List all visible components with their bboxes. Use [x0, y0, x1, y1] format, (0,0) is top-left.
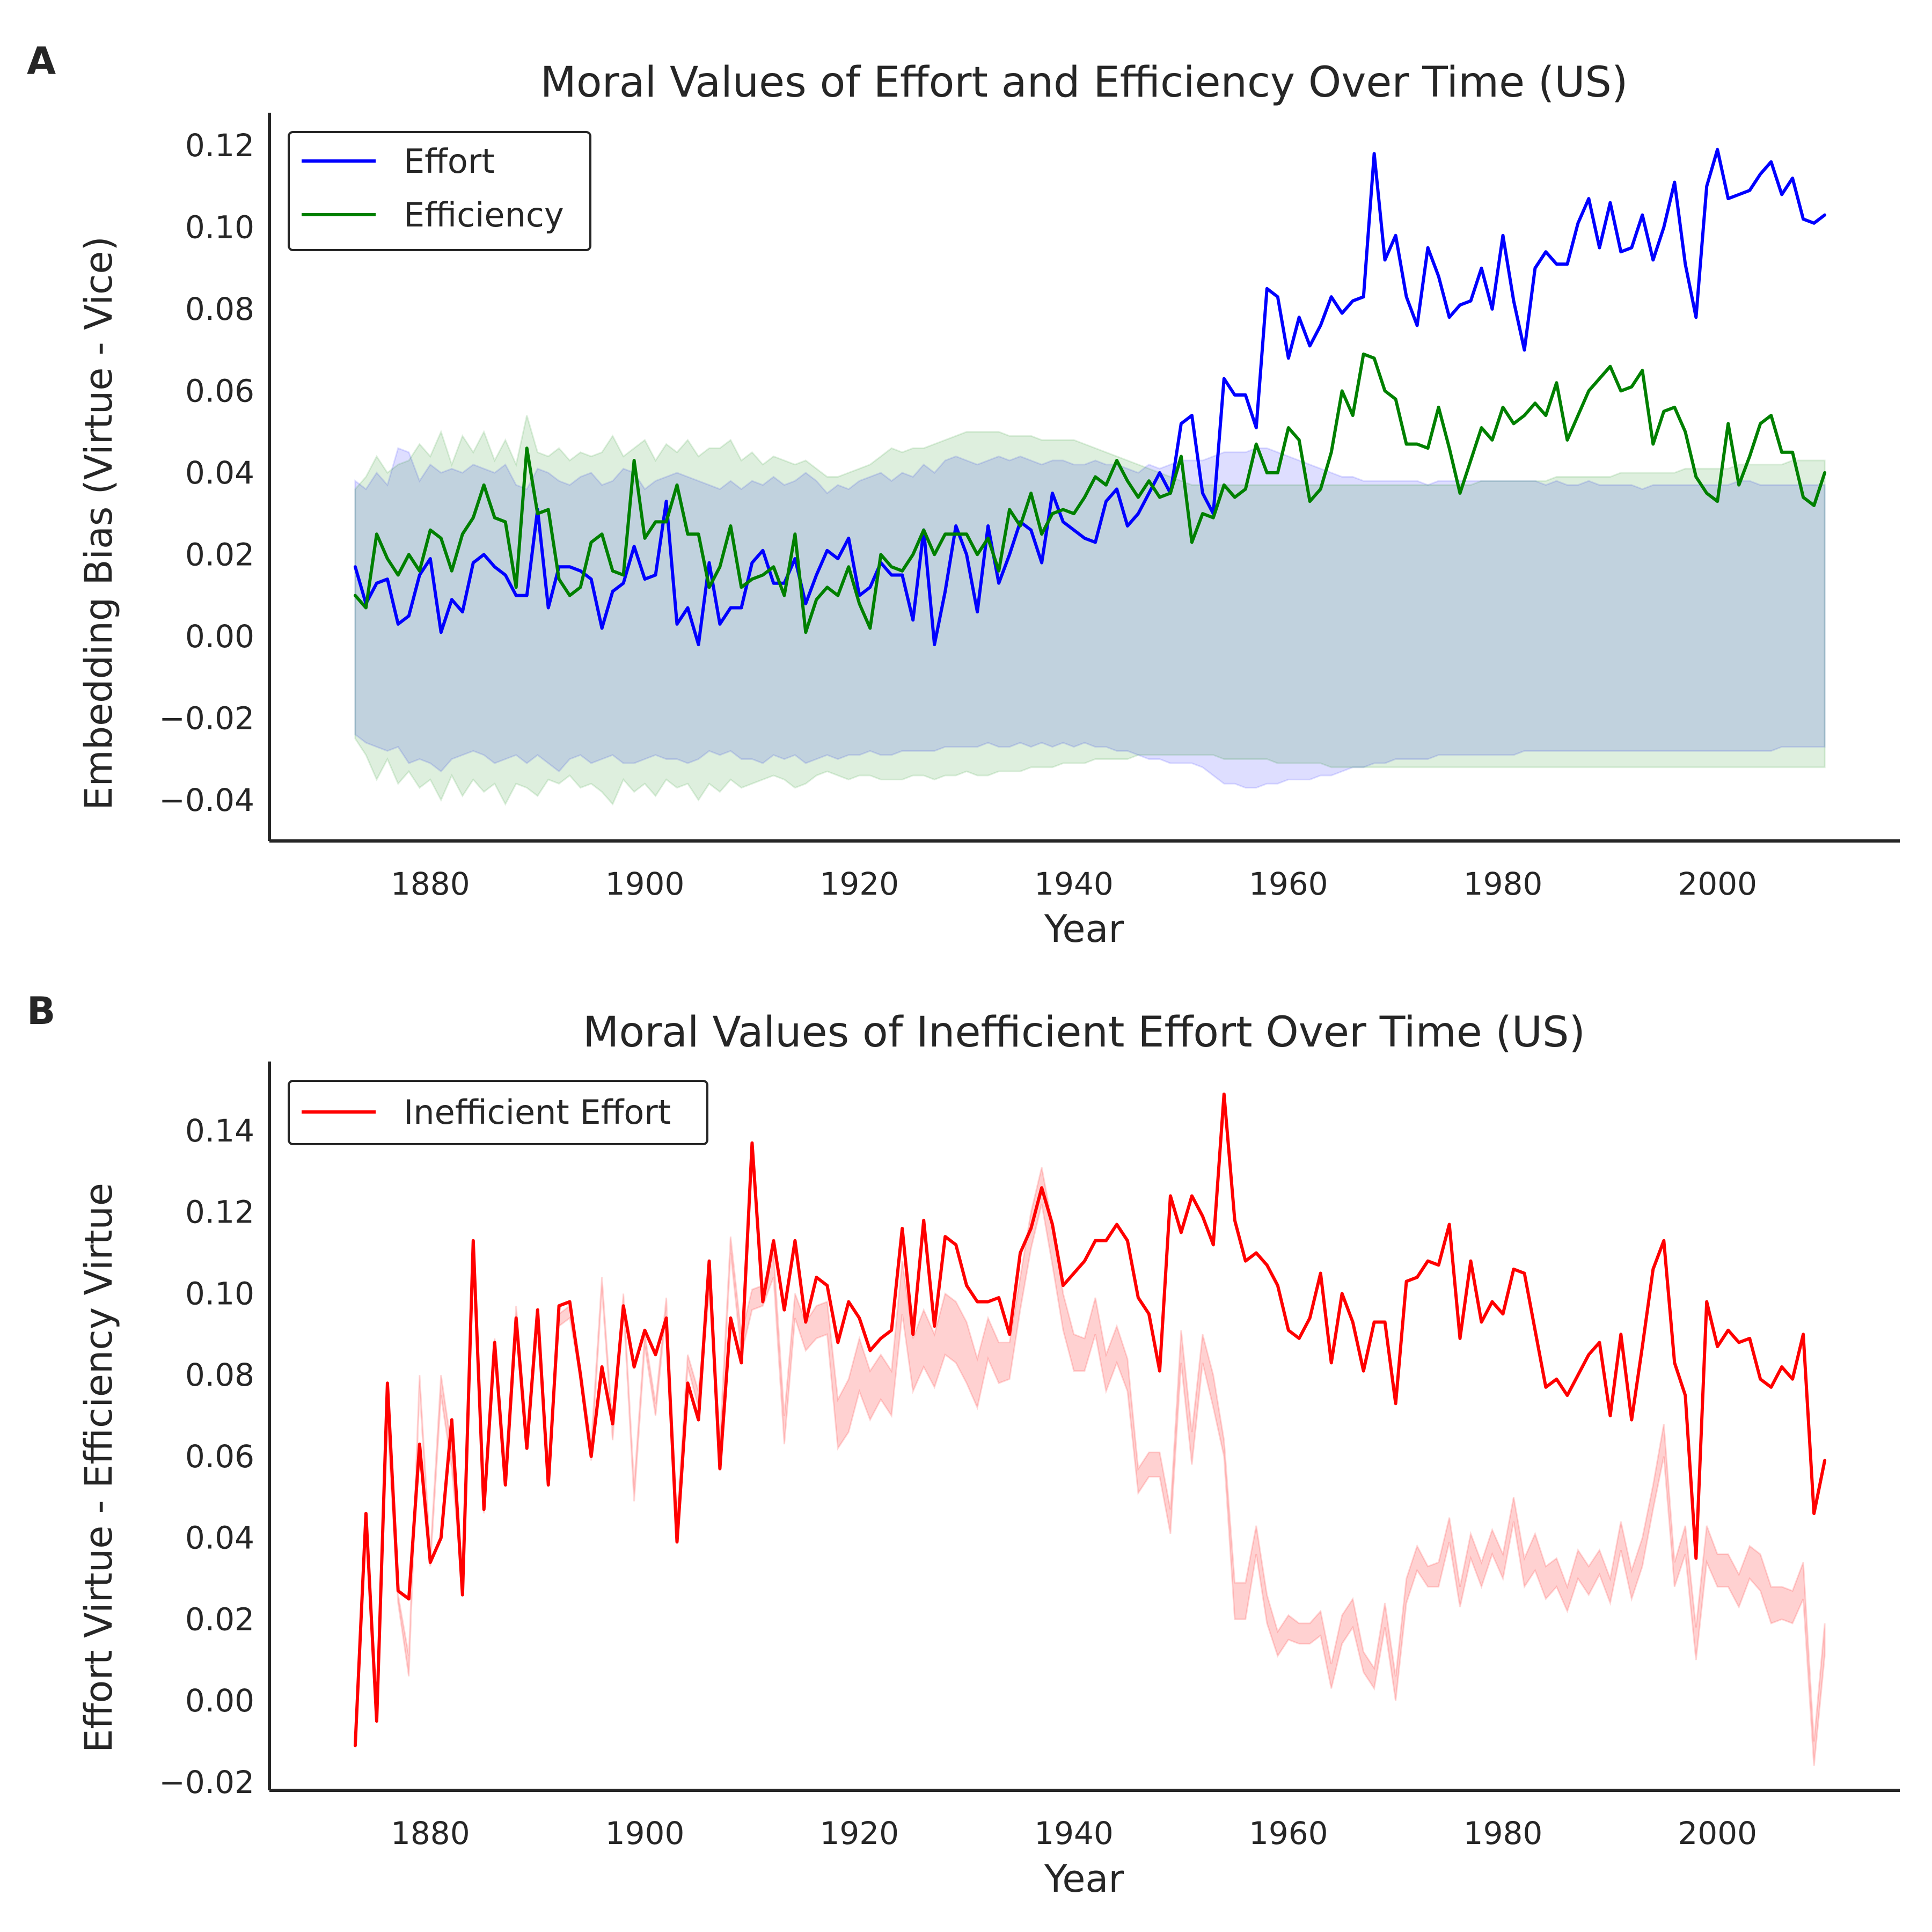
x-tick-label: 1940 [1034, 866, 1114, 902]
legend-label-efficiency: Efficiency [404, 195, 564, 235]
x-tick-label: 1880 [391, 866, 470, 902]
panel-letter-b: B [27, 989, 55, 1033]
legend-label-inefficient-effort: Inefficient Effort [404, 1093, 671, 1132]
band-efficiency [354, 415, 1826, 806]
y-tick-label: 0.14 [185, 1113, 254, 1149]
y-tick-label: −0.02 [159, 1764, 254, 1801]
y-tick-label: 0.12 [185, 127, 254, 164]
panel-letter-a: A [27, 39, 56, 83]
y-tick-label: 0.04 [185, 1520, 254, 1556]
x-tick-label: 1920 [819, 866, 899, 902]
x-tick-label: 1980 [1463, 1815, 1543, 1851]
y-tick-label: 0.08 [185, 291, 254, 327]
plot-area-a: −0.04 −0.02 0.00 0.02 0.04 0.06 0.08 0.10 0.12 18… [159, 113, 1900, 902]
x-tick-label: 1960 [1249, 1815, 1328, 1851]
y-tick-label: 0.02 [185, 1601, 254, 1637]
y-tick-label: 0.08 [185, 1357, 254, 1393]
y-tick-label: −0.02 [159, 700, 254, 736]
x-tick-label: 1920 [819, 1815, 899, 1851]
y-tick-label: 0.12 [185, 1194, 254, 1231]
legend-b: Inefficient Effort [288, 1080, 708, 1145]
x-tick-label: 2000 [1678, 866, 1757, 902]
x-axis-label-a: Year [1044, 907, 1124, 951]
y-tick-label: 0.04 [185, 455, 254, 491]
x-tick-label: 2000 [1678, 1815, 1757, 1851]
y-tick-label: 0.10 [185, 1275, 254, 1312]
legend-label-effort: Effort [404, 142, 495, 181]
chart-title-b: Moral Values of Inefficient Effort Over … [583, 1008, 1585, 1057]
y-tick-label: 0.02 [185, 536, 254, 573]
y-tick-label: 0.06 [185, 1438, 254, 1475]
x-tick-label: 1900 [605, 866, 685, 902]
chart-title-a: Moral Values of Effort and Efficiency Ov… [540, 58, 1628, 107]
x-tick-label: 1900 [605, 1815, 685, 1851]
x-tick-label: 1940 [1034, 1815, 1114, 1851]
series-line-inefficient-effort [353, 1092, 1827, 1747]
y-tick-label: 0.10 [185, 209, 254, 245]
y-tick-label: 0.00 [185, 1682, 254, 1719]
legend-a: Effort Efficiency [288, 131, 591, 251]
series-line-effort [353, 148, 1827, 647]
x-axis-label-b: Year [1044, 1857, 1124, 1901]
x-tick-label: 1880 [391, 1815, 470, 1851]
legend-box-b [288, 1080, 708, 1145]
x-tick-label: 1980 [1463, 866, 1543, 902]
x-tick-label: 1960 [1249, 866, 1328, 902]
panel-b: B Moral Values of Inefficient Effort Ove… [27, 989, 1900, 1901]
band-inefficient-effort-lighter-trace [354, 1167, 1826, 1766]
y-axis-label-b: Effort Virtue - Efficiency Virtue [77, 1183, 121, 1753]
y-axis-label-a: Embedding Bias (Virtue - Vice) [77, 236, 121, 810]
y-tick-label: 0.00 [185, 618, 254, 655]
panel-a: A Moral Values of Effort and Efficiency … [27, 39, 1900, 951]
y-tick-label: −0.04 [159, 782, 254, 818]
series-line-efficiency [353, 352, 1827, 634]
y-tick-label: 0.06 [185, 372, 254, 409]
band-effort [354, 447, 1826, 789]
plot-area-b: −0.02 0.00 0.02 0.04 0.06 0.08 0.10 0.12 0.14 188… [159, 1062, 1900, 1851]
